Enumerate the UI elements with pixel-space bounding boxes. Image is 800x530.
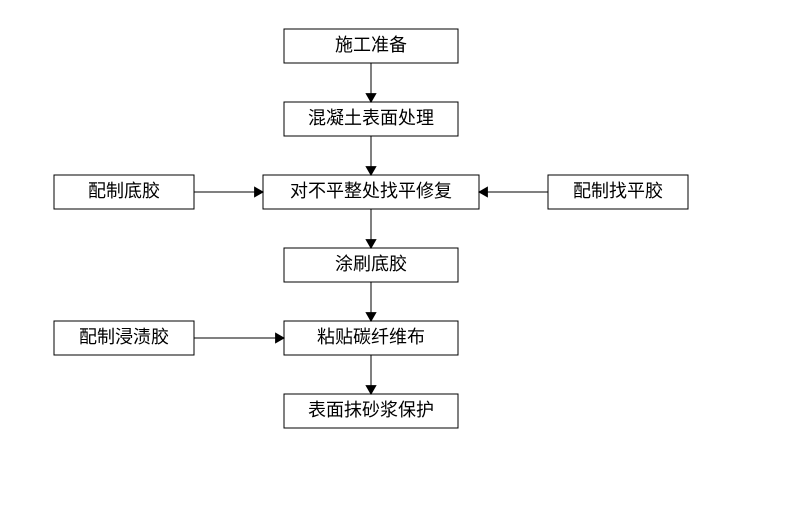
flow-node-label: 涂刷底胶: [335, 254, 407, 274]
flow-node-n2: 混凝土表面处理: [284, 102, 458, 136]
flow-node-s2: 配制找平胶: [548, 175, 688, 209]
flow-node-label: 表面抹砂浆保护: [308, 400, 434, 420]
flow-edge: [479, 187, 548, 197]
flow-node-label: 粘贴碳纤维布: [317, 327, 425, 347]
flow-node-label: 配制找平胶: [573, 181, 663, 201]
flow-node-label: 对不平整处找平修复: [290, 181, 452, 201]
flow-node-n1: 施工准备: [284, 29, 458, 63]
flow-node-label: 混凝土表面处理: [308, 108, 434, 128]
flow-edge: [366, 63, 376, 102]
flow-node-s3: 配制浸渍胶: [54, 321, 194, 355]
flow-edge: [366, 136, 376, 175]
flow-node-label: 施工准备: [335, 35, 407, 55]
flow-node-label: 配制浸渍胶: [79, 327, 169, 347]
flow-node-n3: 对不平整处找平修复: [263, 175, 479, 209]
flow-edge: [194, 333, 284, 343]
flow-node-n6: 表面抹砂浆保护: [284, 394, 458, 428]
flow-edge: [194, 187, 263, 197]
flow-edge: [366, 282, 376, 321]
flow-node-n4: 涂刷底胶: [284, 248, 458, 282]
flow-node-n5: 粘贴碳纤维布: [284, 321, 458, 355]
flow-edge: [366, 355, 376, 394]
flow-edge: [366, 209, 376, 248]
flowchart-canvas: 施工准备混凝土表面处理对不平整处找平修复涂刷底胶粘贴碳纤维布表面抹砂浆保护 配制底…: [0, 0, 800, 530]
flow-node-s1: 配制底胶: [54, 175, 194, 209]
flow-node-label: 配制底胶: [88, 181, 160, 201]
